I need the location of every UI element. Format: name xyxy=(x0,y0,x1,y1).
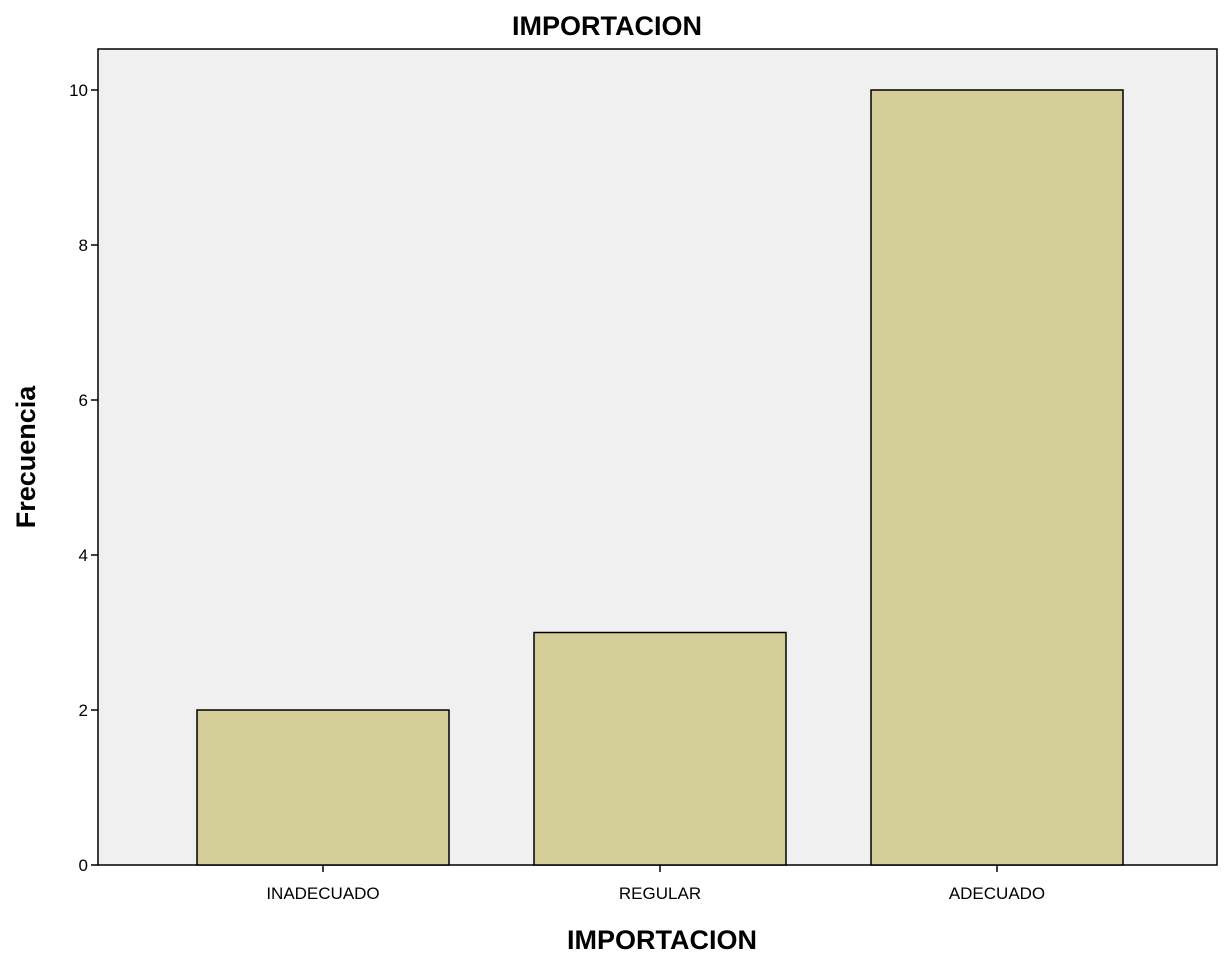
bars-layer xyxy=(196,89,1124,866)
x-tick-label: REGULAR xyxy=(619,884,701,903)
y-tick-label: 6 xyxy=(79,391,88,410)
x-axis-title: IMPORTACION xyxy=(567,925,757,954)
x-axis: INADECUADO REGULAR ADECUADO xyxy=(266,865,1045,903)
x-tick-label: ADECUADO xyxy=(949,884,1045,903)
bar-adecuado xyxy=(870,89,1124,866)
bar-inadecuado xyxy=(196,709,450,866)
x-tick-label: INADECUADO xyxy=(266,884,379,903)
y-axis: 0 2 4 6 8 10 xyxy=(69,81,98,875)
chart-title: IMPORTACION xyxy=(512,11,702,41)
y-axis-title: Frecuencia xyxy=(11,385,41,529)
y-tick-label: 0 xyxy=(79,856,88,875)
bar-regular xyxy=(533,631,787,866)
y-tick-label: 8 xyxy=(79,236,88,255)
y-tick-label: 4 xyxy=(79,546,88,565)
y-tick-label: 10 xyxy=(69,81,88,100)
y-tick-label: 2 xyxy=(79,701,88,720)
